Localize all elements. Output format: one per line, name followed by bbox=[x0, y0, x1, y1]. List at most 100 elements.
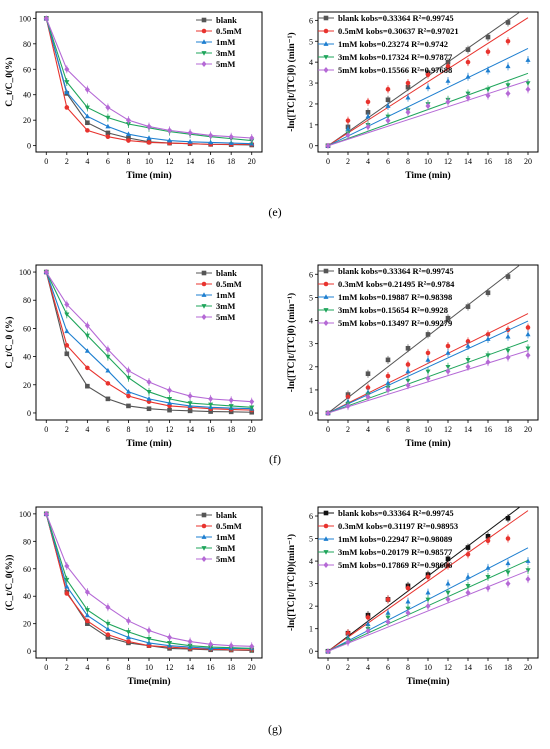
y-tick-label: 0 bbox=[27, 409, 31, 418]
data-point bbox=[105, 626, 111, 632]
legend-label: 1mM bbox=[216, 37, 235, 47]
data-point bbox=[465, 552, 471, 557]
legend-label: 0.3mM kobs=0.21495 R²=0.9784 bbox=[338, 279, 455, 289]
x-tick-label: 4 bbox=[85, 425, 89, 434]
data-point bbox=[146, 389, 152, 395]
data-point bbox=[445, 59, 451, 65]
data-point bbox=[325, 410, 331, 417]
data-point bbox=[365, 109, 371, 115]
data-point bbox=[505, 20, 511, 25]
fit-line bbox=[327, 17, 529, 147]
data-point bbox=[465, 574, 471, 579]
data-point bbox=[365, 627, 371, 634]
y-axis-title: -ln([TC]t/[TC]0)(min⁻¹) bbox=[286, 534, 297, 631]
data-point bbox=[126, 135, 131, 141]
data-point bbox=[64, 89, 70, 95]
legend: blank kobs=0.33364 R²=0.99745 0.3mM kobs=… bbox=[318, 266, 455, 328]
legend-label: 3mM bbox=[216, 301, 235, 311]
series-5mM bbox=[325, 80, 531, 149]
legend-label: 3mM kobs=0.15654 R²=0.9928 bbox=[338, 305, 448, 315]
data-point bbox=[167, 641, 173, 646]
data-point bbox=[201, 534, 207, 539]
y-tick-label: 20 bbox=[23, 116, 31, 125]
y-tick-label: 0 bbox=[27, 142, 31, 151]
x-tick-label: 0 bbox=[44, 425, 48, 434]
x-tick-label: 10 bbox=[424, 157, 432, 166]
data-point bbox=[365, 621, 371, 627]
legend-label: 0.5mM kobs=0.30637 R²=0.97021 bbox=[338, 26, 459, 36]
data-point bbox=[405, 345, 411, 351]
data-point bbox=[405, 598, 411, 604]
data-point bbox=[365, 123, 371, 130]
x-tick-label: 14 bbox=[186, 157, 194, 166]
y-tick-label: 4 bbox=[309, 58, 313, 67]
data-point bbox=[105, 346, 111, 353]
data-point bbox=[385, 373, 391, 379]
data-point bbox=[125, 367, 131, 374]
data-point bbox=[405, 606, 411, 612]
y-tick-label: 20 bbox=[23, 620, 31, 629]
data-point bbox=[425, 603, 431, 610]
data-point bbox=[146, 396, 152, 401]
data-point bbox=[465, 339, 471, 344]
data-point bbox=[228, 404, 234, 409]
data-point bbox=[208, 641, 214, 648]
y-tick-label: 4 bbox=[309, 557, 313, 566]
x-tick-label: 12 bbox=[166, 157, 174, 166]
data-point bbox=[208, 395, 214, 402]
data-point bbox=[425, 375, 431, 382]
x-tick-label: 6 bbox=[106, 157, 110, 166]
legend-label: 0.3mM kobs=0.31197 R²=0.98953 bbox=[338, 521, 458, 531]
data-point bbox=[323, 294, 329, 299]
data-point bbox=[125, 122, 131, 127]
data-point bbox=[345, 639, 351, 646]
data-point bbox=[105, 123, 111, 129]
data-point bbox=[405, 109, 411, 116]
data-point bbox=[228, 642, 234, 649]
data-point bbox=[385, 117, 391, 124]
data-point bbox=[105, 134, 111, 140]
data-point bbox=[525, 346, 531, 352]
data-point bbox=[425, 332, 431, 337]
data-point bbox=[505, 348, 511, 354]
series-5mM bbox=[43, 15, 255, 142]
data-point bbox=[485, 87, 491, 93]
x-tick-label: 20 bbox=[524, 157, 532, 166]
data-point bbox=[84, 322, 90, 329]
data-point bbox=[105, 104, 111, 111]
x-tick-label: 8 bbox=[406, 663, 410, 672]
data-point bbox=[201, 28, 207, 34]
y-tick-label: 6 bbox=[309, 16, 313, 25]
data-point bbox=[445, 368, 451, 375]
data-point bbox=[525, 576, 531, 583]
data-point bbox=[323, 510, 329, 516]
data-point bbox=[201, 281, 207, 287]
x-tick-label: 4 bbox=[366, 157, 370, 166]
data-point bbox=[126, 393, 131, 399]
x-tick-label: 8 bbox=[406, 157, 410, 166]
x-tick-label: 4 bbox=[366, 663, 370, 672]
data-point bbox=[187, 643, 193, 649]
data-point bbox=[485, 67, 491, 73]
data-point bbox=[525, 331, 531, 337]
data-point bbox=[345, 394, 351, 400]
data-point bbox=[385, 386, 391, 393]
data-point bbox=[505, 83, 511, 88]
legend-label: 5mM bbox=[216, 59, 235, 69]
data-point bbox=[323, 28, 329, 34]
data-point bbox=[485, 538, 491, 544]
x-tick-label: 4 bbox=[85, 663, 89, 672]
legend-label: blank bbox=[216, 15, 237, 25]
data-point bbox=[385, 97, 391, 103]
data-point bbox=[64, 328, 70, 334]
data-point bbox=[228, 133, 234, 140]
y-tick-label: 1 bbox=[309, 121, 313, 130]
data-point bbox=[43, 15, 49, 22]
y-tick-label: 40 bbox=[23, 592, 31, 601]
y-tick-label: 3 bbox=[309, 340, 313, 349]
y-tick-label: 5 bbox=[309, 37, 313, 46]
data-point bbox=[323, 536, 329, 541]
data-point bbox=[325, 142, 331, 149]
data-point bbox=[201, 523, 207, 529]
legend-label: 5mM kobs=0.17869 R²=0.98606 bbox=[338, 560, 452, 570]
